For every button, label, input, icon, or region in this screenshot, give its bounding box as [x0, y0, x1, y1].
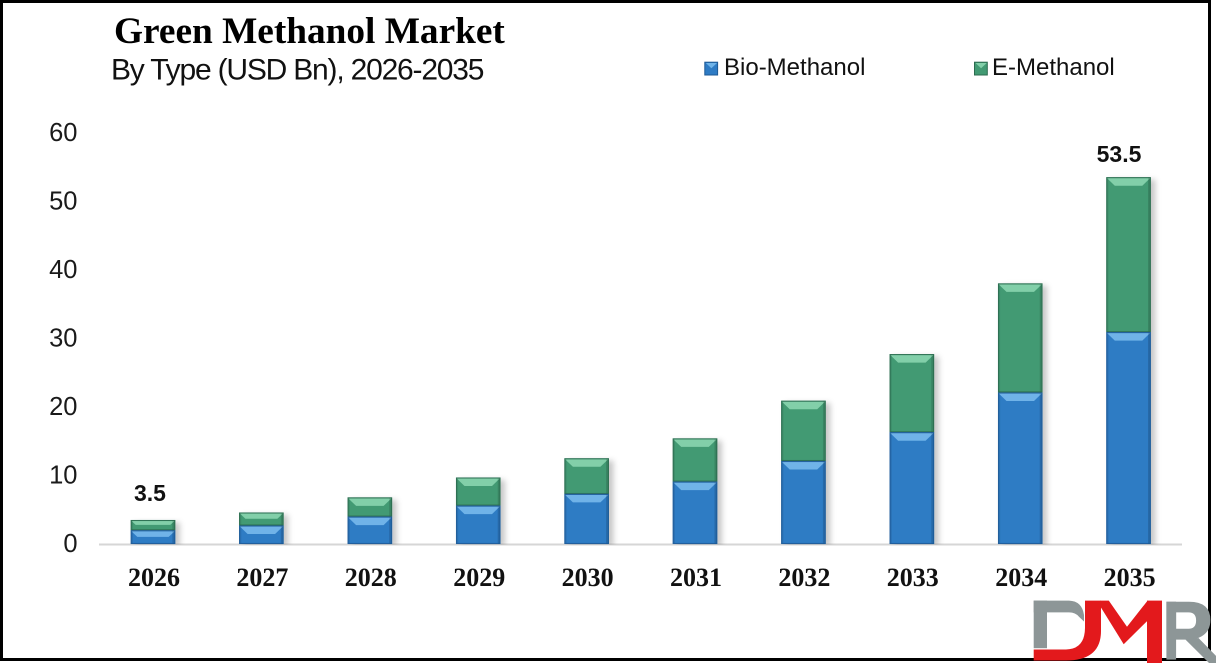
svg-text:By Type (USD Bn), 2026-2035: By Type (USD Bn), 2026-2035 — [111, 54, 484, 87]
svg-text:53.5: 53.5 — [1097, 141, 1142, 167]
svg-text:40: 40 — [49, 256, 77, 284]
svg-text:2029: 2029 — [453, 563, 505, 592]
svg-text:Bio-Methanol: Bio-Methanol — [724, 54, 865, 81]
svg-text:30: 30 — [49, 325, 77, 353]
svg-text:2032: 2032 — [778, 563, 830, 592]
svg-text:50: 50 — [49, 187, 77, 215]
svg-text:Green Methanol Market: Green Methanol Market — [114, 11, 505, 52]
svg-text:2028: 2028 — [345, 563, 397, 592]
svg-text:2030: 2030 — [562, 563, 614, 592]
svg-text:60: 60 — [49, 119, 77, 147]
svg-text:2034: 2034 — [995, 563, 1047, 592]
svg-text:2031: 2031 — [670, 563, 722, 592]
svg-text:2026: 2026 — [128, 563, 180, 592]
svg-text:2033: 2033 — [887, 563, 939, 592]
svg-text:20: 20 — [49, 393, 77, 421]
svg-text:2027: 2027 — [236, 563, 288, 592]
svg-text:3.5: 3.5 — [134, 480, 166, 506]
svg-text:E-Methanol: E-Methanol — [992, 54, 1115, 81]
svg-text:0: 0 — [63, 530, 77, 558]
svg-text:2035: 2035 — [1104, 563, 1156, 592]
svg-text:10: 10 — [49, 462, 77, 490]
